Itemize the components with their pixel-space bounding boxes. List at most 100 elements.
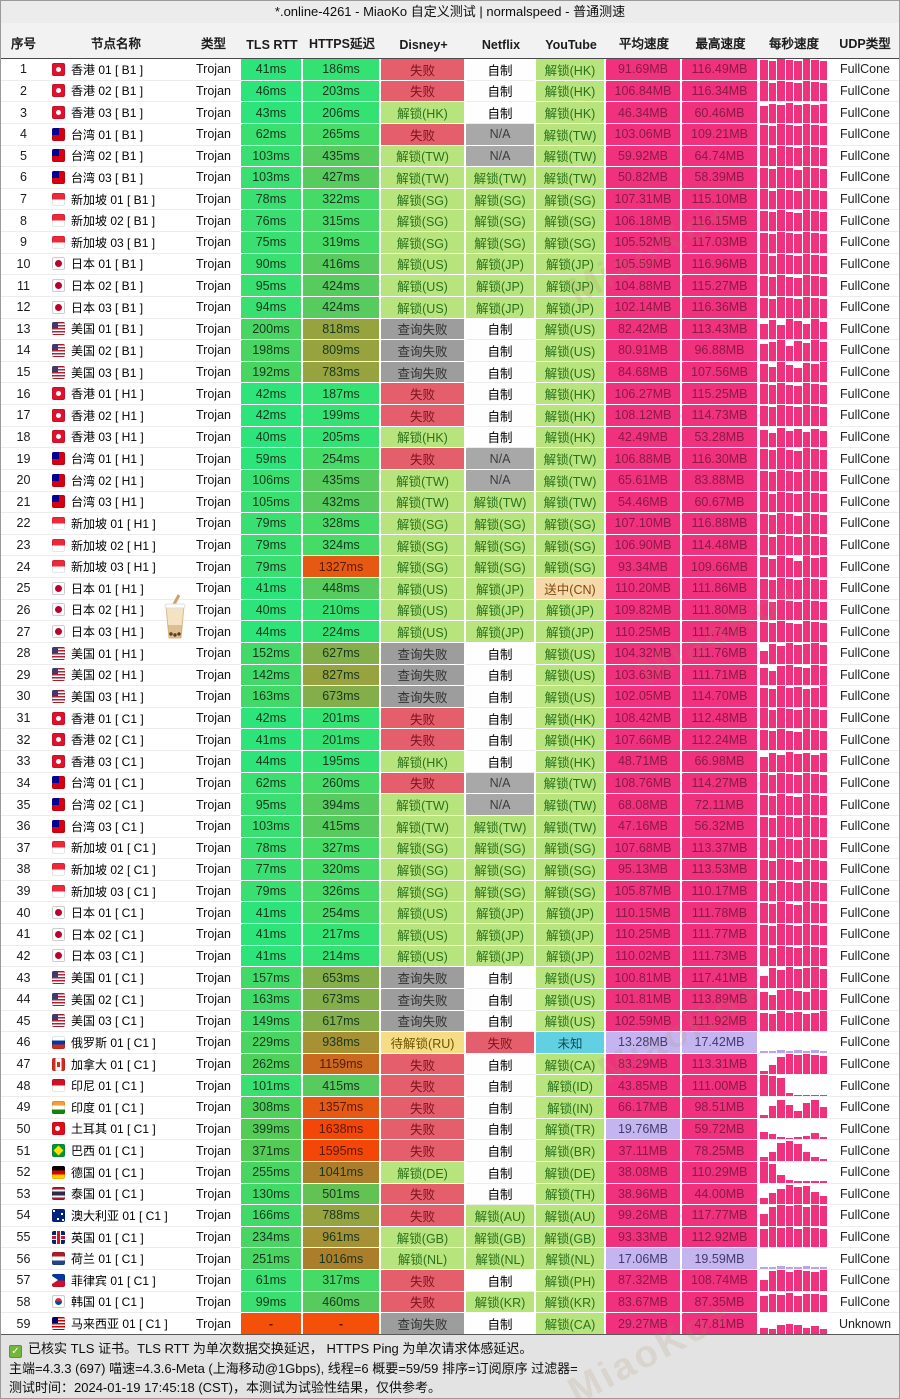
table-row: 13 美国 01 [ B1 ] Trojan 200ms 818ms 查询失败 自制 解锁(U… — [1, 318, 899, 341]
youtube-status-cell: 解锁(HK) — [536, 751, 606, 773]
spark-bar — [768, 277, 776, 296]
node-name-cell: 香港 03 [ B1 ] — [46, 102, 186, 124]
flag-icon-sg — [52, 862, 65, 876]
node-name-label: 台湾 01 [ C1 ] — [71, 776, 144, 791]
node-name-label: 土耳其 01 [ C1 ] — [71, 1122, 156, 1137]
flag-icon-gb — [52, 1230, 65, 1244]
spark-bar — [785, 60, 793, 80]
node-name-label: 俄罗斯 01 [ C1 ] — [71, 1035, 156, 1050]
row-index: 21 — [1, 492, 46, 514]
spark-bar — [802, 296, 810, 318]
disney-status-cell: 解锁(SG) — [381, 859, 466, 881]
node-name-label: 德国 01 [ C1 ] — [71, 1165, 144, 1180]
netflix-status-cell: 自制 — [466, 1118, 536, 1141]
row-index: 50 — [1, 1119, 46, 1141]
tls-rtt-cell: 79ms — [241, 880, 303, 903]
spark-bar — [760, 344, 768, 361]
spark-bar — [802, 556, 810, 577]
spark-bar — [819, 212, 827, 231]
table-row: 55 英国 01 [ C1 ] Trojan 234ms 961ms 解锁(GB) 解锁(G… — [1, 1226, 899, 1249]
disney-status-cell: 解锁(TW) — [381, 815, 466, 838]
avg-speed-cell: 108.76MB — [606, 772, 682, 795]
spark-bar — [785, 1272, 793, 1291]
spark-bar — [811, 146, 819, 167]
spark-bar — [785, 1092, 793, 1096]
max-speed-cell: 111.00MB — [682, 1075, 759, 1097]
per-second-speed-sparkline — [759, 340, 829, 362]
table-row: 42 日本 03 [ C1 ] Trojan 41ms 214ms 解锁(US) 解锁(JP… — [1, 945, 899, 968]
spark-bar — [785, 773, 793, 794]
spark-bar — [785, 1266, 793, 1269]
https-latency-cell: 448ms — [303, 578, 381, 600]
spark-bar — [760, 757, 768, 772]
flag-icon-us — [52, 646, 65, 660]
youtube-status-cell: 解锁(TH) — [536, 1183, 606, 1206]
max-speed-cell: 117.77MB — [682, 1205, 759, 1227]
spark-bar — [811, 755, 819, 772]
max-speed-cell: 113.89MB — [682, 988, 759, 1011]
udp-type-cell: FullCone — [829, 686, 899, 708]
spark-bar — [819, 493, 827, 513]
https-latency-cell: 416ms — [303, 253, 381, 276]
spark-bar — [794, 580, 802, 599]
spark-bar — [819, 471, 827, 491]
tls-rtt-cell: 61ms — [241, 1270, 303, 1292]
spark-bar — [794, 796, 802, 815]
youtube-status-cell: 解锁(IN) — [536, 1097, 606, 1119]
row-index: 25 — [1, 578, 46, 600]
node-type: Trojan — [186, 275, 241, 297]
spark-bar — [794, 839, 802, 859]
spark-bar — [802, 643, 810, 664]
spark-bar — [760, 881, 768, 902]
spark-bar — [794, 83, 802, 102]
spark-bar — [785, 988, 793, 1010]
spark-bar — [811, 1293, 819, 1313]
disney-status-cell: 解锁(US) — [381, 945, 466, 968]
spark-bar — [768, 1207, 776, 1226]
max-speed-cell: 56.32MB — [682, 815, 759, 838]
spark-bar — [785, 1293, 793, 1313]
per-second-speed-sparkline — [759, 253, 829, 276]
spark-bar — [777, 794, 785, 815]
max-speed-cell: 111.76MB — [682, 642, 759, 665]
node-name-cell: 香港 03 [ C1 ] — [46, 751, 186, 773]
per-second-speed-sparkline — [759, 642, 829, 665]
max-speed-cell: 72.11MB — [682, 794, 759, 816]
row-index: 9 — [1, 232, 46, 254]
spark-bar — [760, 492, 768, 513]
spark-bar — [760, 124, 768, 145]
spark-bar — [794, 1054, 802, 1075]
per-second-speed-sparkline — [759, 967, 829, 989]
spark-bar — [802, 1053, 810, 1075]
spark-bar — [794, 623, 802, 642]
spark-bar — [819, 709, 827, 729]
node-name-label: 日本 02 [ C1 ] — [71, 927, 144, 942]
youtube-status-cell: 解锁(TW) — [536, 815, 606, 838]
max-speed-cell: 111.78MB — [682, 902, 759, 924]
node-name-cell: 美国 02 [ H1 ] — [46, 665, 186, 687]
udp-type-cell: FullCone — [829, 665, 899, 687]
row-index: 57 — [1, 1270, 46, 1292]
per-second-speed-sparkline — [759, 1140, 829, 1162]
netflix-status-cell: 自制 — [466, 426, 536, 449]
udp-type-cell: FullCone — [829, 902, 899, 924]
spark-bar — [760, 1012, 768, 1032]
spark-bar — [794, 1228, 802, 1248]
node-type: Trojan — [186, 1032, 241, 1054]
spark-bar — [802, 123, 810, 145]
flag-icon-jp — [52, 949, 65, 963]
udp-type-cell: FullCone — [829, 600, 899, 622]
node-type: Trojan — [186, 621, 241, 643]
flag-icon-nl — [52, 1252, 65, 1266]
node-name-cell: 俄罗斯 01 [ C1 ] — [46, 1032, 186, 1054]
udp-type-cell: FullCone — [829, 535, 899, 557]
avg-speed-cell: 110.15MB — [606, 902, 682, 924]
youtube-status-cell: 解锁(SG) — [536, 534, 606, 557]
spark-bar — [768, 536, 776, 556]
spark-bar — [819, 1136, 827, 1140]
column-header-tls-rtt: TLS RTT — [246, 38, 298, 52]
per-second-speed-sparkline — [759, 427, 829, 449]
avg-speed-cell: 102.05MB — [606, 686, 682, 708]
spark-bar — [785, 709, 793, 729]
node-type: Trojan — [186, 1162, 241, 1184]
